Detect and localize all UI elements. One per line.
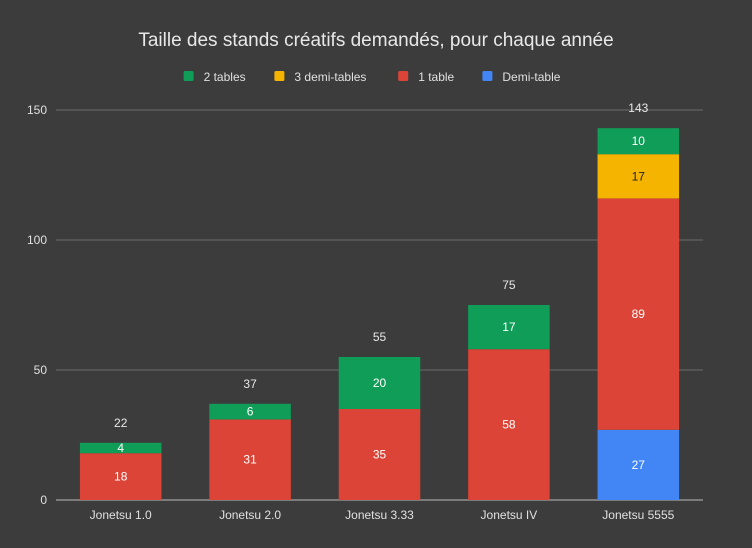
bar-segment-2-tables — [338, 357, 421, 409]
data-label: 27 — [632, 458, 646, 472]
bar-segment-1-table — [209, 419, 291, 500]
x-tick-label: Jonetsu 3.33 — [345, 508, 414, 522]
data-label: 10 — [632, 134, 646, 148]
data-label: 17 — [502, 320, 516, 334]
x-axis: Jonetsu 1.0 Jonetsu 2.0 Jonetsu 3.33 Jonets… — [90, 508, 675, 522]
bar-segment-1-table — [79, 453, 162, 500]
total-label: 22 — [114, 416, 128, 430]
bar-segment-2-tables — [79, 442, 162, 454]
x-tick-label: Jonetsu 1.0 — [90, 508, 152, 522]
bars: 18 4 22 31 6 37 35 20 55 58 17 75 27 89 17 10 143 — [79, 101, 680, 500]
data-label: 35 — [373, 448, 387, 462]
data-label: 6 — [247, 405, 254, 419]
legend-swatch-3-demi-tables — [274, 71, 285, 81]
legend-swatch-2-tables — [183, 71, 194, 81]
bar-segment-1-table — [338, 409, 421, 500]
legend-label-3-demi-tables: 3 demi-tables — [294, 70, 366, 84]
data-label: 58 — [502, 418, 516, 432]
data-label: 31 — [243, 453, 257, 467]
y-tick-label: 100 — [27, 233, 47, 247]
legend-swatch-demi-table — [482, 71, 493, 81]
bar-segment-2-tables — [468, 305, 550, 350]
bar-segment-demi-table — [597, 429, 680, 500]
data-label: 17 — [632, 169, 646, 183]
total-label: 143 — [628, 101, 648, 115]
legend-label-1-table: 1 table — [418, 70, 454, 84]
legend-swatch-1-table — [398, 71, 409, 81]
x-tick-label: Jonetsu 5555 — [602, 508, 674, 522]
data-label: 4 — [117, 441, 124, 455]
data-label: 20 — [373, 376, 387, 390]
bar-segment-2-tables — [209, 403, 291, 420]
x-tick-label: Jonetsu IV — [481, 508, 538, 522]
legend-label-2-tables: 2 tables — [204, 70, 246, 84]
y-tick-label: 0 — [40, 493, 47, 507]
total-label: 37 — [243, 377, 257, 391]
bar-segment-1-table — [597, 198, 680, 430]
chart-title: Taille des stands créatifs demandés, pou… — [138, 30, 613, 51]
y-axis: 0 50 100 150 — [27, 103, 47, 507]
x-tick-label: Jonetsu 2.0 — [219, 508, 281, 522]
data-label: 89 — [632, 307, 646, 321]
bar-segment-2-tables — [597, 128, 680, 155]
total-label: 75 — [502, 278, 516, 292]
bar-segment-1-table — [468, 349, 550, 500]
legend-label-demi-table: Demi-table — [502, 70, 560, 84]
y-tick-label: 50 — [34, 363, 48, 377]
legend: 2 tables 3 demi-tables 1 table Demi-table — [183, 70, 561, 84]
bar-segment-3-demi-tables — [597, 154, 680, 199]
y-tick-label: 150 — [27, 103, 47, 117]
data-label: 18 — [114, 470, 128, 484]
total-label: 55 — [373, 330, 387, 344]
